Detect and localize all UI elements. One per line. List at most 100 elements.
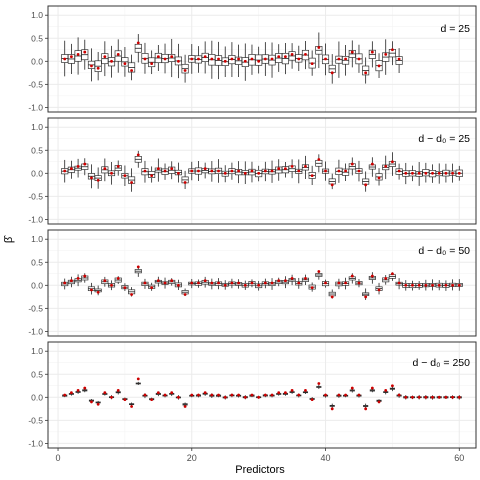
true-value-point: [257, 171, 261, 175]
true-value-point: [170, 55, 174, 59]
true-value-point: [83, 162, 87, 166]
box-9: [114, 39, 122, 73]
true-value-point: [237, 57, 240, 61]
true-value-point: [277, 167, 281, 171]
box-48: [376, 399, 382, 404]
true-value-point: [197, 169, 200, 173]
x-axis-label: Predictors: [235, 464, 285, 476]
true-value-point: [297, 281, 301, 285]
box-31: [261, 278, 269, 289]
true-value-point: [250, 57, 254, 61]
true-value-point: [377, 176, 381, 180]
true-value-point: [344, 281, 347, 285]
true-value-point: [317, 158, 321, 161]
box-26: [229, 393, 235, 398]
box-19: [181, 288, 189, 296]
panel-label: d − d₀ = 50: [418, 245, 470, 257]
true-value-point: [223, 171, 227, 175]
true-value-point: [391, 384, 394, 388]
box-24: [214, 159, 223, 183]
true-value-point: [116, 52, 120, 56]
true-value-point: [270, 169, 274, 173]
true-value-point: [384, 164, 388, 168]
box-5: [87, 282, 96, 295]
true-value-point: [136, 41, 140, 45]
box-17: [168, 38, 176, 78]
box-51: [395, 278, 403, 290]
panel-background: [48, 342, 476, 448]
box-32: [269, 393, 275, 398]
true-value-point: [103, 279, 107, 283]
true-value-point: [304, 388, 307, 392]
true-value-point: [384, 388, 388, 392]
box-19: [182, 402, 188, 408]
true-value-point: [424, 171, 428, 175]
box-5: [87, 48, 96, 82]
true-value-point: [397, 281, 401, 285]
true-value-point: [116, 388, 120, 392]
true-value-point: [370, 386, 374, 390]
true-value-point: [337, 281, 341, 285]
true-value-point: [263, 57, 267, 61]
box-40: [321, 161, 330, 181]
true-value-point: [270, 393, 274, 397]
box-16: [161, 277, 169, 289]
box-9: [114, 276, 122, 284]
true-value-point: [404, 283, 408, 287]
box-49: [382, 275, 390, 285]
box-44: [349, 386, 355, 393]
box-50: [389, 384, 395, 392]
true-value-point: [370, 274, 374, 278]
true-value-point: [317, 270, 321, 273]
true-value-point: [150, 62, 154, 66]
true-value-point: [156, 391, 160, 395]
true-value-point: [230, 393, 234, 397]
y-tick-label: -1.0: [28, 326, 43, 336]
true-value-point: [123, 286, 127, 290]
panel-3: -1.0 -0.5 0.0 0.5 1.0 d − d₀ = 50: [28, 229, 477, 337]
box-14: [149, 397, 155, 402]
box-46: [362, 288, 370, 300]
true-value-point: [377, 288, 381, 292]
true-value-point: [451, 395, 454, 399]
panel-label: d − d₀ = 250: [413, 357, 471, 369]
box-37: [301, 41, 310, 70]
true-value-point: [90, 400, 93, 404]
true-value-point: [83, 274, 87, 278]
true-value-point: [170, 167, 174, 171]
true-value-point: [357, 281, 361, 285]
box-45: [355, 160, 363, 182]
true-value-point: [243, 395, 247, 399]
box-24: [215, 393, 222, 398]
true-value-point: [411, 395, 414, 399]
true-value-point: [136, 377, 140, 381]
box-37: [302, 388, 309, 394]
true-value-point: [397, 393, 401, 397]
box-4: [81, 158, 89, 176]
true-value-point: [63, 57, 67, 61]
box-1: [61, 159, 69, 183]
box-21: [195, 393, 202, 398]
box-12: [134, 150, 142, 168]
true-value-point: [96, 402, 100, 406]
box-36: [295, 277, 303, 289]
box-57: [435, 163, 443, 184]
true-value-point: [170, 391, 174, 395]
box-34: [281, 276, 289, 289]
true-value-point: [391, 48, 394, 52]
true-value-point: [116, 164, 120, 168]
true-value-point: [203, 167, 207, 171]
true-value-point: [230, 281, 234, 285]
true-value-point: [143, 393, 147, 397]
box-59: [450, 395, 456, 400]
box-47: [369, 386, 375, 393]
true-value-point: [411, 171, 414, 175]
true-value-point: [130, 293, 133, 296]
true-value-point: [63, 281, 67, 285]
box-47: [368, 272, 376, 284]
box-15: [154, 276, 162, 287]
true-value-point: [364, 295, 368, 299]
box-33: [275, 44, 283, 72]
box-41: [328, 289, 336, 299]
y-tick-label: 0.5: [31, 257, 43, 267]
